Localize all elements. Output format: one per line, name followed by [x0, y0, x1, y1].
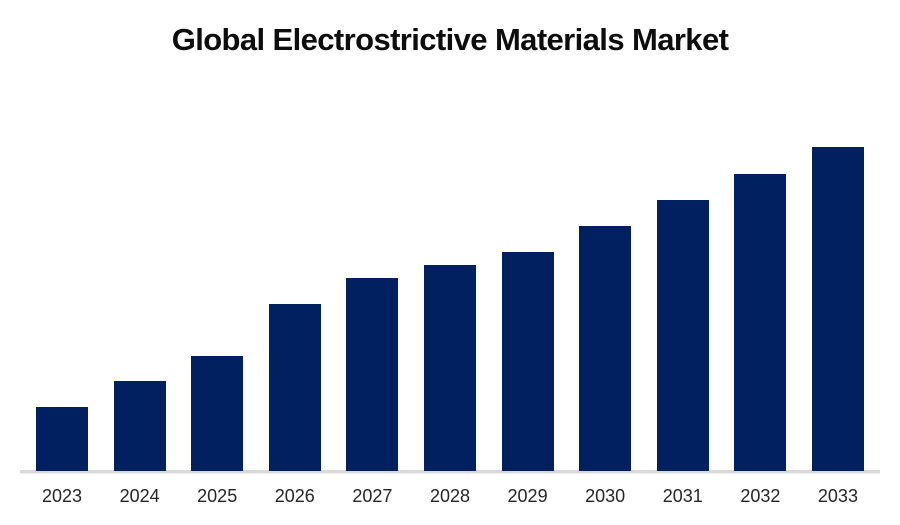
bar-2031 [656, 200, 709, 471]
bar-2032 [734, 173, 787, 471]
plot-area [0, 90, 900, 473]
chart-title: Global Electrostrictive Materials Market [171, 22, 729, 57]
bar-2030 [579, 226, 632, 471]
bar-2026 [268, 304, 321, 471]
x-tick-label-2028: 2028 [429, 486, 470, 506]
bar-2024 [113, 380, 166, 471]
x-tick-label-2026: 2026 [274, 486, 315, 506]
x-tick-label-2031: 2031 [662, 486, 703, 506]
bar-series [0, 90, 900, 471]
x-tick-label-2029: 2029 [507, 486, 548, 506]
x-tick-label-2027: 2027 [352, 486, 393, 506]
bar-2023 [36, 406, 88, 471]
x-tick-label-2023: 2023 [41, 486, 83, 506]
bar-2028 [423, 264, 476, 471]
x-axis-tick-labels: 2023 2024 2025 2026 2027 2028 2029 2030 2031 2032… [0, 486, 900, 507]
x-tick-label-2032: 2032 [740, 486, 781, 506]
bar-2025 [191, 355, 244, 471]
bar-2033 [811, 147, 864, 471]
x-tick-label-2030: 2030 [585, 486, 626, 506]
x-axis-line [20, 470, 880, 473]
x-tick-label-2024: 2024 [119, 486, 160, 506]
bar-2027 [346, 277, 399, 471]
bar-2029 [501, 251, 554, 471]
x-tick-label-2025: 2025 [197, 486, 238, 506]
x-tick-label-2033: 2033 [817, 486, 858, 506]
